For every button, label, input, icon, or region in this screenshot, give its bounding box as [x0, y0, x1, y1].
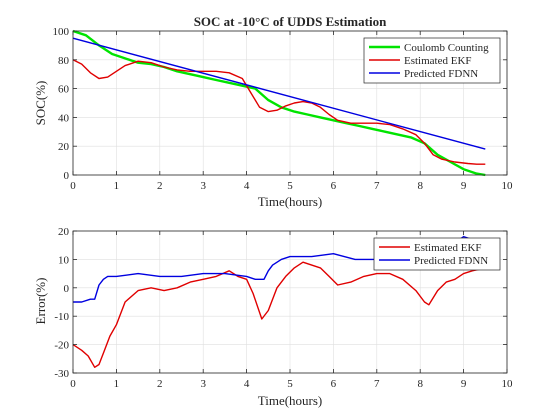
x-tick-label: 8 — [417, 378, 423, 390]
y-tick-label: 20 — [58, 141, 70, 153]
chart-title: SOC at -10°C of UDDS Estimation — [194, 14, 387, 29]
x-tick-label: 9 — [461, 180, 467, 192]
y-tick-label: 10 — [58, 254, 70, 266]
y-axis-label: Error(%) — [33, 278, 48, 325]
legend-label: Estimated EKF — [414, 242, 482, 254]
x-tick-label: 7 — [374, 378, 380, 390]
x-tick-label: 6 — [331, 180, 337, 192]
x-tick-label: 8 — [417, 180, 423, 192]
x-tick-label: 1 — [114, 180, 120, 192]
soc-estimation-plot: SOC at -10°C of UDDS Estimation SOC(%) T… — [33, 14, 513, 209]
x-tick-label: 10 — [502, 378, 514, 390]
legend-label: Predicted FDNN — [404, 68, 478, 80]
x-tick-label: 1 — [114, 378, 120, 390]
y-axis-label: SOC(%) — [33, 81, 48, 126]
x-axis-label: Time(hours) — [258, 393, 323, 408]
y-tick-label: -20 — [54, 340, 69, 352]
legend-label: Predicted FDNN — [414, 255, 488, 267]
x-tick-label: 5 — [287, 378, 293, 390]
x-tick-label: 0 — [70, 378, 76, 390]
x-tick-label: 10 — [502, 180, 514, 192]
x-tick-label: 2 — [157, 378, 163, 390]
x-tick-label: 6 — [331, 378, 337, 390]
y-tick-label: 0 — [64, 283, 70, 295]
y-tick-label: 80 — [58, 55, 70, 67]
error-plot: Error(%) Time(hours) 0 1 2 3 4 5 6 7 8 9 10 -30 -20 -… — [33, 226, 513, 408]
legend-label: Coulomb Counting — [404, 42, 489, 54]
x-tick-label: 9 — [461, 378, 467, 390]
y-tick-label: 0 — [64, 170, 70, 182]
y-tick-label: 20 — [58, 226, 70, 238]
x-tick-label: 4 — [244, 180, 250, 192]
y-tick-label: -30 — [54, 368, 69, 380]
x-tick-label: 3 — [200, 378, 206, 390]
y-tick-label: 100 — [53, 26, 70, 38]
x-axis-label: Time(hours) — [258, 194, 323, 209]
x-tick-label: 3 — [200, 180, 206, 192]
x-tick-label: 7 — [374, 180, 380, 192]
y-tick-label: -10 — [54, 311, 69, 323]
legend-label: Estimated EKF — [404, 55, 472, 67]
y-tick-label: 60 — [58, 84, 70, 96]
x-tick-label: 4 — [244, 378, 250, 390]
y-tick-label: 40 — [58, 112, 70, 124]
x-tick-label: 5 — [287, 180, 293, 192]
x-tick-label: 2 — [157, 180, 163, 192]
x-tick-label: 0 — [70, 180, 76, 192]
